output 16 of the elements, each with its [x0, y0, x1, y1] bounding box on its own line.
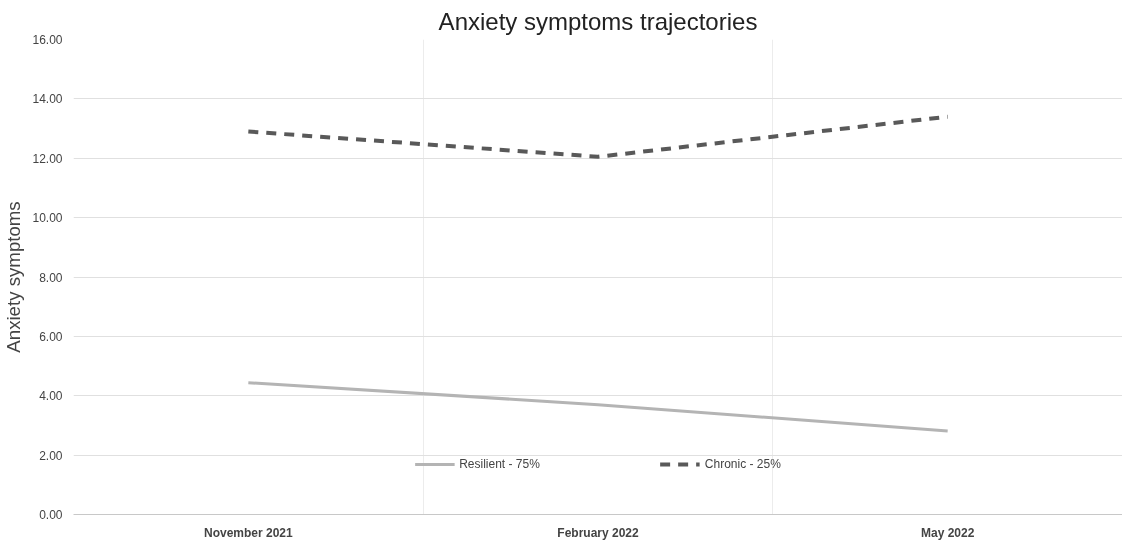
y-tick-label: 12.00	[32, 151, 63, 166]
y-tick-label: 10.00	[32, 211, 63, 226]
y-tick-label: 0.00	[39, 508, 63, 522]
y-tick-label: 14.00	[32, 92, 63, 107]
legend-label: Chronic - 25%	[704, 457, 781, 471]
x-tick-label: November 2021	[203, 525, 294, 540]
y-tick-label: 2.00	[39, 448, 63, 463]
y-tick-label: 8.00	[39, 270, 63, 285]
legend-label: Resilient - 75%	[459, 457, 540, 471]
y-tick-label: 6.00	[39, 329, 63, 344]
chart-title: Anxiety symptoms trajectories	[438, 7, 758, 35]
x-tick-label: February 2022	[557, 525, 640, 540]
y-tick-label: 4.00	[39, 389, 63, 404]
y-tick-label: 16.00	[32, 33, 63, 47]
y-axis-title: Anxiety symptoms	[3, 201, 25, 353]
x-tick-label: May 2022	[920, 525, 975, 540]
